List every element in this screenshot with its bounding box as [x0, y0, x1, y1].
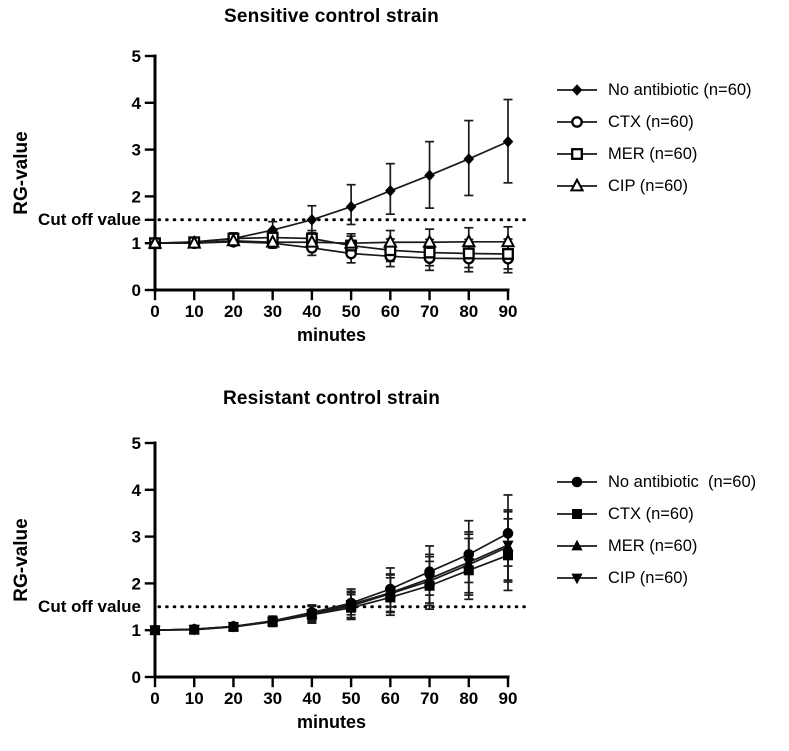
x-tick-label: 80 — [459, 689, 478, 708]
triangle-up-open-icon — [557, 177, 597, 192]
x-tick-label: 10 — [185, 689, 204, 708]
legend-label: CTX (n=60) — [608, 112, 694, 131]
legend: No antibiotic (n=60) CTX (n=60) MER (n=6… — [556, 74, 752, 202]
error-bars — [150, 510, 513, 633]
legend-label: MER (n=60) — [608, 536, 698, 555]
y-tick-label: 2 — [132, 187, 141, 206]
legend-item-no-antibiotic: No antibiotic (n=60) — [556, 466, 756, 498]
series-markers-triangle-up-filled — [149, 540, 514, 635]
legend-item-mer: MER (n=60) — [556, 138, 752, 170]
y-tick-label: 3 — [132, 528, 141, 547]
legend-label: CIP (n=60) — [608, 568, 688, 587]
y-tick-label: 0 — [132, 281, 141, 300]
x-tick-label: 10 — [185, 302, 204, 321]
series-line — [155, 240, 508, 260]
x-axis-label: minutes — [296, 712, 366, 732]
series-markers-square-filled — [150, 550, 513, 636]
sensitive-strain-chart: Sensitive control strain RG-value Cut of… — [11, 6, 752, 345]
series-line — [154, 140, 509, 245]
circle-filled-icon — [557, 476, 597, 488]
error-bars — [150, 509, 513, 633]
x-tick-label: 30 — [263, 302, 282, 321]
x-tick-label: 50 — [342, 689, 361, 708]
series-line — [154, 546, 509, 632]
legend-item-ctx: CTX (n=60) — [556, 106, 752, 138]
series-markers-circle-filled — [149, 528, 514, 636]
circle-open-icon — [557, 116, 597, 128]
triangle-down-filled-icon — [557, 573, 597, 585]
cutoff-label: Cut off value — [38, 209, 141, 229]
legend-item-cip: CIP (n=60) — [556, 562, 756, 594]
x-tick-label: 20 — [224, 689, 243, 708]
legend-label: MER (n=60) — [608, 144, 698, 163]
y-tick-label: 2 — [132, 574, 141, 593]
series-line — [154, 532, 509, 632]
x-tick-label: 90 — [499, 302, 518, 321]
legend-item-cip: CIP (n=60) — [556, 170, 752, 202]
error-bars — [150, 229, 513, 270]
x-tick-label: 0 — [150, 302, 159, 321]
legend: No antibiotic (n=60) CTX (n=60) MER (n=6… — [556, 466, 756, 594]
x-axis-label: minutes — [296, 325, 366, 345]
y-tick-label: 1 — [132, 234, 141, 253]
x-tick-label: 70 — [420, 689, 439, 708]
error-bars — [150, 98, 513, 247]
cutoff-label: Cut off value — [38, 596, 141, 616]
x-tick-label: 80 — [459, 302, 478, 321]
legend-label: CTX (n=60) — [608, 504, 694, 523]
square-open-icon — [557, 148, 597, 160]
series-markers-triangle-down-filled — [149, 540, 514, 637]
y-tick-label: 5 — [132, 47, 141, 66]
resistant-strain-chart: Resistant control strain RG-value Cut of… — [0, 376, 789, 751]
square-filled-icon — [557, 509, 597, 519]
x-tick-label: 0 — [150, 689, 159, 708]
legend-label: No antibiotic (n=60) — [608, 80, 752, 99]
y-tick-label: 0 — [132, 668, 141, 687]
legend-item-mer: MER (n=60) — [556, 530, 756, 562]
x-tick-label: 60 — [381, 302, 400, 321]
series-line — [154, 554, 509, 632]
y-tick-label: 1 — [132, 621, 141, 640]
series-markers-diamond-filled — [149, 135, 514, 249]
y-tick-label: 4 — [132, 481, 142, 500]
x-tick-label: 40 — [302, 689, 321, 708]
series-markers-square-open — [149, 231, 514, 260]
x-tick-label: 20 — [224, 302, 243, 321]
diamond-filled-icon — [557, 84, 597, 96]
legend-label: CIP (n=60) — [608, 176, 688, 195]
y-tick-label: 4 — [132, 94, 142, 113]
y-tick-label: 3 — [132, 141, 141, 160]
triangle-up-filled-icon — [557, 539, 597, 551]
legend-item-ctx: CTX (n=60) — [556, 498, 756, 530]
x-tick-label: 50 — [342, 302, 361, 321]
series-line — [154, 544, 509, 632]
legend-label: No antibiotic (n=60) — [608, 472, 757, 491]
series-markers-triangle-up-open — [147, 232, 516, 249]
y-tick-label: 5 — [132, 434, 141, 453]
x-tick-label: 40 — [302, 302, 321, 321]
x-tick-label: 70 — [420, 302, 439, 321]
chart-title: Resistant control strain — [222, 388, 440, 409]
chart-title: Sensitive control strain — [224, 6, 439, 27]
x-tick-label: 60 — [381, 689, 400, 708]
x-tick-label: 30 — [263, 689, 282, 708]
series-line — [155, 240, 508, 245]
legend-item-no-antibiotic: No antibiotic (n=60) — [556, 74, 752, 106]
x-tick-label: 90 — [499, 689, 518, 708]
